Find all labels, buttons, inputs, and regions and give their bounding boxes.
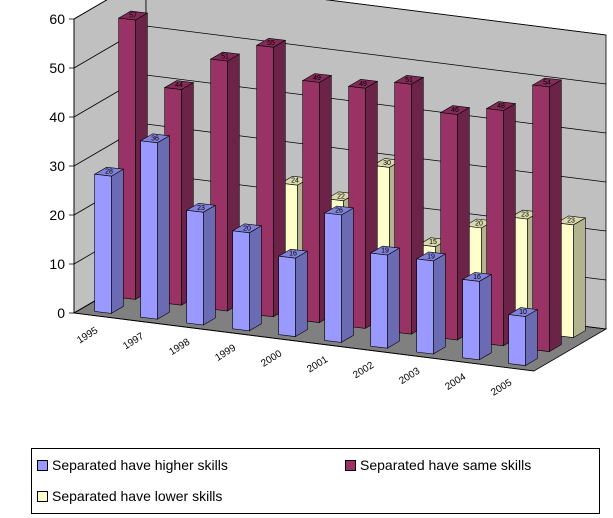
y-tick-label: 20 — [49, 207, 65, 223]
data-label: 55 — [267, 40, 275, 47]
bar-side — [111, 168, 124, 314]
y-tick-label: 30 — [49, 158, 65, 174]
bar-front — [278, 255, 296, 337]
bar-front — [94, 173, 112, 314]
data-label: 46 — [451, 107, 459, 114]
bars: 24 22 30 15 20 23 23 57 44 51 55 49 49 51 46 48 54 28 36 23… — [93, 10, 587, 367]
bar-side — [340, 207, 354, 343]
bar: 23 — [185, 202, 217, 326]
bar: 28 — [93, 166, 125, 314]
x-tick-label: 2005 — [489, 377, 514, 398]
bar: 19 — [415, 251, 447, 355]
chart: 0 10 20 30 40 50 60 24 22 30 15 20 23 23 57 44 51 55 49 49… — [49, 0, 608, 399]
legend-item-lower: Separated have lower skills — [37, 488, 222, 504]
x-tick-label: 1997 — [121, 331, 146, 352]
data-label: 10 — [519, 309, 527, 316]
bar-front — [416, 258, 434, 355]
bar-side — [524, 309, 538, 367]
x-tick-label: 1999 — [213, 342, 238, 363]
data-label: 16 — [289, 251, 297, 258]
y-tick-label: 50 — [49, 60, 65, 76]
data-label: 20 — [243, 225, 251, 232]
data-label: 44 — [175, 82, 183, 89]
bar: 16 — [461, 272, 493, 361]
bar: 54 — [531, 77, 563, 353]
data-label: 48 — [497, 103, 505, 110]
data-label: 23 — [567, 217, 575, 224]
bar: 10 — [507, 307, 539, 367]
bar-side — [478, 273, 492, 361]
data-label: 54 — [543, 80, 551, 87]
legend-swatch-lower — [37, 490, 48, 502]
data-label: 30 — [383, 160, 391, 167]
y-tick-label: 0 — [57, 305, 65, 321]
data-label: 36 — [151, 135, 159, 142]
bar-side — [572, 217, 586, 339]
data-label: 49 — [313, 75, 321, 82]
bar-front — [370, 252, 388, 349]
x-tick-label: 1995 — [75, 325, 100, 346]
legend-label-lower: Separated have lower skills — [52, 488, 223, 504]
data-label: 19 — [381, 248, 389, 255]
bar: 26 — [323, 205, 355, 343]
bar-side — [502, 103, 516, 347]
x-tick-label: 2000 — [259, 348, 284, 369]
legend-item-higher: Separated have higher skills — [37, 457, 228, 473]
bar: 19 — [369, 245, 401, 349]
bar-front — [324, 212, 342, 343]
legend-swatch-higher — [37, 459, 48, 471]
legend-item-same: Separated have same skills — [345, 457, 531, 473]
y-tick-label: 10 — [49, 256, 65, 272]
x-tick-label: 1998 — [167, 337, 192, 358]
x-axis-line — [73, 312, 535, 372]
bar-front — [186, 209, 204, 326]
bar-side — [157, 135, 170, 320]
data-label: 24 — [291, 178, 299, 185]
bar-side — [249, 225, 262, 332]
data-label: 26 — [335, 208, 343, 215]
data-label: 15 — [429, 239, 437, 246]
data-label: 28 — [105, 169, 113, 176]
data-label: 19 — [427, 253, 435, 260]
legend-label-same: Separated have same skills — [360, 457, 532, 473]
x-tick-label: 2001 — [305, 354, 330, 375]
data-label: 23 — [197, 205, 205, 212]
bar-front — [462, 279, 480, 361]
data-label: 20 — [475, 221, 483, 228]
bar-side — [203, 204, 216, 326]
x-tick-label: 2003 — [397, 366, 422, 387]
bar: 20 — [231, 223, 263, 332]
legend: Separated have higher skills Separated h… — [31, 448, 600, 514]
bar: 36 — [139, 133, 171, 320]
data-label: 57 — [129, 13, 137, 20]
x-tick-label: 2002 — [351, 360, 376, 381]
y-tick-label: 40 — [49, 109, 65, 125]
data-label: 22 — [337, 193, 345, 200]
data-label: 51 — [221, 54, 229, 61]
x-tick-label: 2004 — [443, 371, 468, 392]
gridline — [73, 0, 607, 36]
bar-front — [232, 230, 250, 332]
y-axis: 0 10 20 30 40 50 60 — [49, 11, 75, 321]
bar-side — [432, 253, 446, 355]
bar-side — [548, 79, 562, 353]
bar: 16 — [277, 248, 309, 338]
legend-swatch-same — [345, 459, 356, 471]
bar-front — [532, 84, 550, 352]
bar-side — [386, 247, 400, 349]
data-label: 51 — [405, 77, 413, 84]
data-label: 23 — [521, 212, 529, 219]
data-label: 49 — [359, 81, 367, 88]
legend-label-higher: Separated have higher skills — [52, 457, 228, 473]
bar-front — [508, 314, 526, 366]
bar-side — [294, 250, 308, 338]
bar-front — [140, 140, 158, 320]
y-tick-label: 60 — [49, 11, 65, 27]
data-label: 16 — [473, 274, 481, 281]
